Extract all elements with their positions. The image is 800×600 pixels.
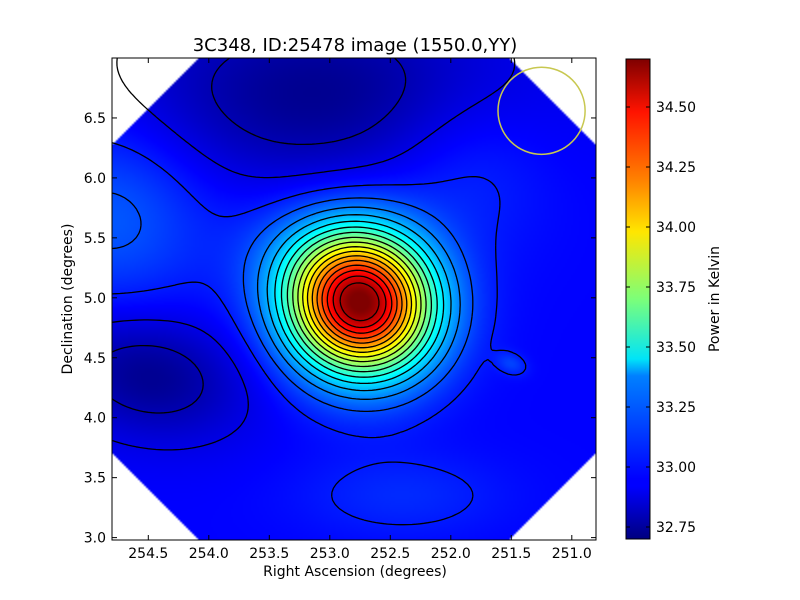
- y-tick-label: 4.0: [84, 411, 106, 427]
- contour-line: [112, 58, 407, 414]
- contour-line: [321, 264, 398, 339]
- contour-line: [297, 241, 422, 363]
- y-tick-label: 6.5: [84, 111, 106, 127]
- y-tick-label: 3.5: [84, 471, 106, 487]
- colorbar-gradient: [625, 58, 651, 540]
- contour-line: [302, 246, 417, 358]
- y-tick-label: 5.5: [84, 231, 106, 247]
- heatmap-image: [112, 58, 596, 540]
- plot-area: 254.5 254.0 253.5 253.0 252.5 252.0 251.5 251.0…: [84, 57, 597, 562]
- contour-line: [286, 231, 433, 373]
- x-tick-label: 252.5: [370, 546, 410, 562]
- x-tick-label: 252.0: [431, 546, 471, 562]
- y-tick-label: 5.0: [84, 291, 106, 307]
- colorbar-tick-label: 33.00: [656, 460, 696, 476]
- contour-line: [339, 282, 380, 322]
- y-tick-label: 6.0: [84, 171, 106, 187]
- x-tick-label: 254.5: [128, 546, 168, 562]
- colorbar-tick-label: 33.75: [656, 280, 696, 296]
- contour-line: [311, 255, 408, 349]
- contour-line: [112, 192, 474, 413]
- contour-line: [280, 226, 438, 378]
- contour-line: [306, 250, 413, 353]
- contour-line: [274, 220, 445, 385]
- colorbar-tick-label: 33.25: [656, 400, 696, 416]
- x-tick-label: 251.0: [552, 546, 592, 562]
- colorbar-tick-label: 34.50: [656, 100, 696, 116]
- y-axis-label: Declination (degrees): [60, 224, 76, 375]
- plot-frame: [111, 57, 597, 541]
- x-tick-label: 253.5: [249, 546, 289, 562]
- x-tick-label: 254.0: [189, 546, 229, 562]
- y-tick-label: 3.0: [84, 531, 106, 547]
- y-axis-ticks: 3.0 3.5 4.0 4.5 5.0 5.5 6.0 6.5: [84, 111, 596, 547]
- contour-line: [266, 214, 452, 392]
- x-axis-label: Right Ascension (degrees): [263, 564, 447, 580]
- x-axis-ticks: 254.5 254.0 253.5 253.0 252.5 252.0 251.5 251.0: [128, 58, 592, 562]
- beam-circle: [497, 66, 586, 156]
- contour-line: [256, 206, 461, 400]
- x-tick-label: 253.0: [310, 546, 350, 562]
- contour-line: [316, 259, 403, 344]
- contour-line: [326, 269, 393, 334]
- contour-lines: [112, 58, 527, 526]
- colorbar-tick-label: 34.00: [656, 220, 696, 236]
- colorbar-tick-label: 32.75: [656, 520, 696, 536]
- colorbar-label: Power in Kelvin: [707, 246, 723, 352]
- colorbar-ticks: 32.75 33.00 33.25 33.50 33.75 34.00 34.25 34.50: [626, 100, 696, 536]
- contour-line: [112, 142, 527, 526]
- contour-line: [292, 236, 427, 368]
- contour-line: [112, 58, 516, 451]
- x-tick-label: 251.5: [491, 546, 531, 562]
- chart-title: 3C348, ID:25478 image (1550.0,YY): [193, 35, 518, 56]
- colorbar: 32.75 33.00 33.25 33.50 33.75 34.00 34.25 34.50…: [625, 58, 723, 540]
- contour-line: [332, 275, 387, 329]
- colorbar-tick-label: 34.25: [656, 160, 696, 176]
- y-tick-label: 4.5: [84, 351, 106, 367]
- colorbar-tick-label: 33.50: [656, 340, 696, 356]
